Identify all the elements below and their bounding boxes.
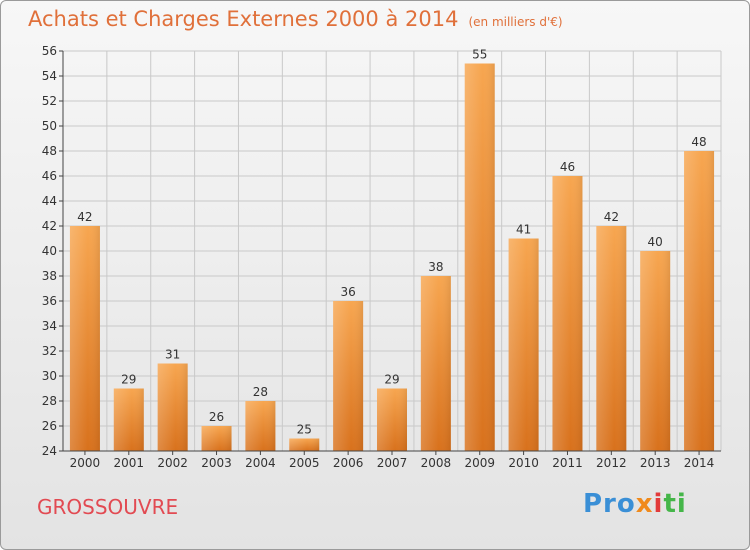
y-tick-label-46: 46 <box>42 169 57 183</box>
bar-group-2013: 40 <box>640 235 671 451</box>
chart-title-text: Achats et Charges Externes 2000 à 2014 <box>28 7 459 31</box>
x-tick-label-2013: 2013 <box>640 456 671 470</box>
data-label-2002: 31 <box>165 348 180 362</box>
y-tick-label-48: 48 <box>42 144 57 158</box>
data-label-2009: 55 <box>472 48 487 62</box>
bar-group-2003: 26 <box>201 410 232 451</box>
x-tick-label-2001: 2001 <box>114 456 145 470</box>
bar-group-2007: 29 <box>377 373 407 451</box>
bar-shade-2014 <box>684 151 715 451</box>
y-tick-label-28: 28 <box>42 394 57 408</box>
bar-layer: 42 29 31 26 28 25 36 29 38 55 41 46 42 40 48 <box>69 48 715 451</box>
x-tick-label-2007: 2007 <box>377 456 408 470</box>
data-label-2003: 26 <box>209 410 224 424</box>
bar-group-2001: 29 <box>113 373 144 451</box>
y-tick-label-42: 42 <box>42 219 57 233</box>
y-tick-label-26: 26 <box>42 419 57 433</box>
bar-shade-2007 <box>377 388 407 451</box>
bar-shade-2010 <box>508 238 539 451</box>
x-tick-label-2012: 2012 <box>596 456 627 470</box>
x-tick-label-2002: 2002 <box>157 456 188 470</box>
commune-name: GROSSOUVRE <box>37 495 179 519</box>
x-tick-label-2008: 2008 <box>421 456 452 470</box>
logo-part-x: x <box>635 489 654 519</box>
x-tick-label-2010: 2010 <box>508 456 539 470</box>
logo-part-i: i <box>653 489 664 519</box>
bar-shade-2000 <box>69 226 100 451</box>
bar-group-2005: 25 <box>289 423 320 451</box>
x-tick-label-2003: 2003 <box>201 456 232 470</box>
bar-shade-2001 <box>113 388 144 451</box>
x-tick-label-2011: 2011 <box>552 456 583 470</box>
y-tick-label-54: 54 <box>42 69 57 83</box>
bar-group-2006: 36 <box>333 285 364 451</box>
y-tick-label-56: 56 <box>42 44 57 58</box>
y-tick-label-40: 40 <box>42 244 57 258</box>
x-tick-label-2000: 2000 <box>70 456 101 470</box>
data-label-2007: 29 <box>384 373 399 387</box>
data-label-2012: 42 <box>604 210 619 224</box>
data-label-2006: 36 <box>340 285 355 299</box>
bar-group-2008: 38 <box>420 260 451 451</box>
bar-group-2011: 46 <box>552 160 583 451</box>
data-label-2004: 28 <box>253 385 268 399</box>
y-tick-label-36: 36 <box>42 294 57 308</box>
bar-group-2004: 28 <box>245 385 276 451</box>
bar-group-2010: 41 <box>508 223 539 451</box>
bar-group-2012: 42 <box>596 210 627 451</box>
x-tick-label-2006: 2006 <box>333 456 364 470</box>
bar-shade-2008 <box>420 276 451 451</box>
bar-shade-2005 <box>289 438 320 451</box>
bar-group-2009: 55 <box>464 48 495 451</box>
y-tick-label-44: 44 <box>42 194 57 208</box>
bar-shade-2002 <box>157 363 188 451</box>
chart-subtitle: (en milliers d'€) <box>468 15 563 29</box>
x-tick-label-2009: 2009 <box>464 456 495 470</box>
data-label-2005: 25 <box>297 423 312 437</box>
data-label-2000: 42 <box>77 210 92 224</box>
axis-layer: 24 26 28 30 32 34 36 38 40 42 44 46 48 50 52 54 56 2000 20… <box>42 44 721 470</box>
data-label-2014: 48 <box>691 135 706 149</box>
y-tick-label-52: 52 <box>42 94 57 108</box>
data-label-2013: 40 <box>648 235 663 249</box>
logo-part-ti: ti <box>663 489 687 519</box>
chart-title: Achats et Charges Externes 2000 à 2014 (e… <box>28 7 563 31</box>
y-tick-label-24: 24 <box>42 444 57 458</box>
x-tick-label-2005: 2005 <box>289 456 320 470</box>
data-label-2001: 29 <box>121 373 136 387</box>
data-label-2010: 41 <box>516 223 531 237</box>
y-tick-label-50: 50 <box>42 119 57 133</box>
y-tick-label-34: 34 <box>42 319 57 333</box>
y-tick-label-32: 32 <box>42 344 57 358</box>
y-tick-label-30: 30 <box>42 369 57 383</box>
bar-shade-2004 <box>245 401 276 451</box>
proxiti-logo[interactable]: Proxiti <box>583 489 687 519</box>
bar-group-2002: 31 <box>157 348 188 451</box>
bar-shade-2012 <box>596 226 627 451</box>
bar-shade-2011 <box>552 176 583 451</box>
data-label-2011: 46 <box>560 160 575 174</box>
bar-shade-2009 <box>464 63 495 451</box>
x-tick-label-2004: 2004 <box>245 456 276 470</box>
data-label-2008: 38 <box>428 260 443 274</box>
bar-group-2000: 42 <box>69 210 100 451</box>
bar-group-2014: 48 <box>684 135 715 451</box>
x-tick-label-2014: 2014 <box>684 456 715 470</box>
y-tick-label-38: 38 <box>42 269 57 283</box>
bar-shade-2013 <box>640 251 671 451</box>
bar-shade-2003 <box>201 426 232 451</box>
bar-shade-2006 <box>333 301 364 451</box>
logo-part-pro: Pro <box>583 489 636 519</box>
